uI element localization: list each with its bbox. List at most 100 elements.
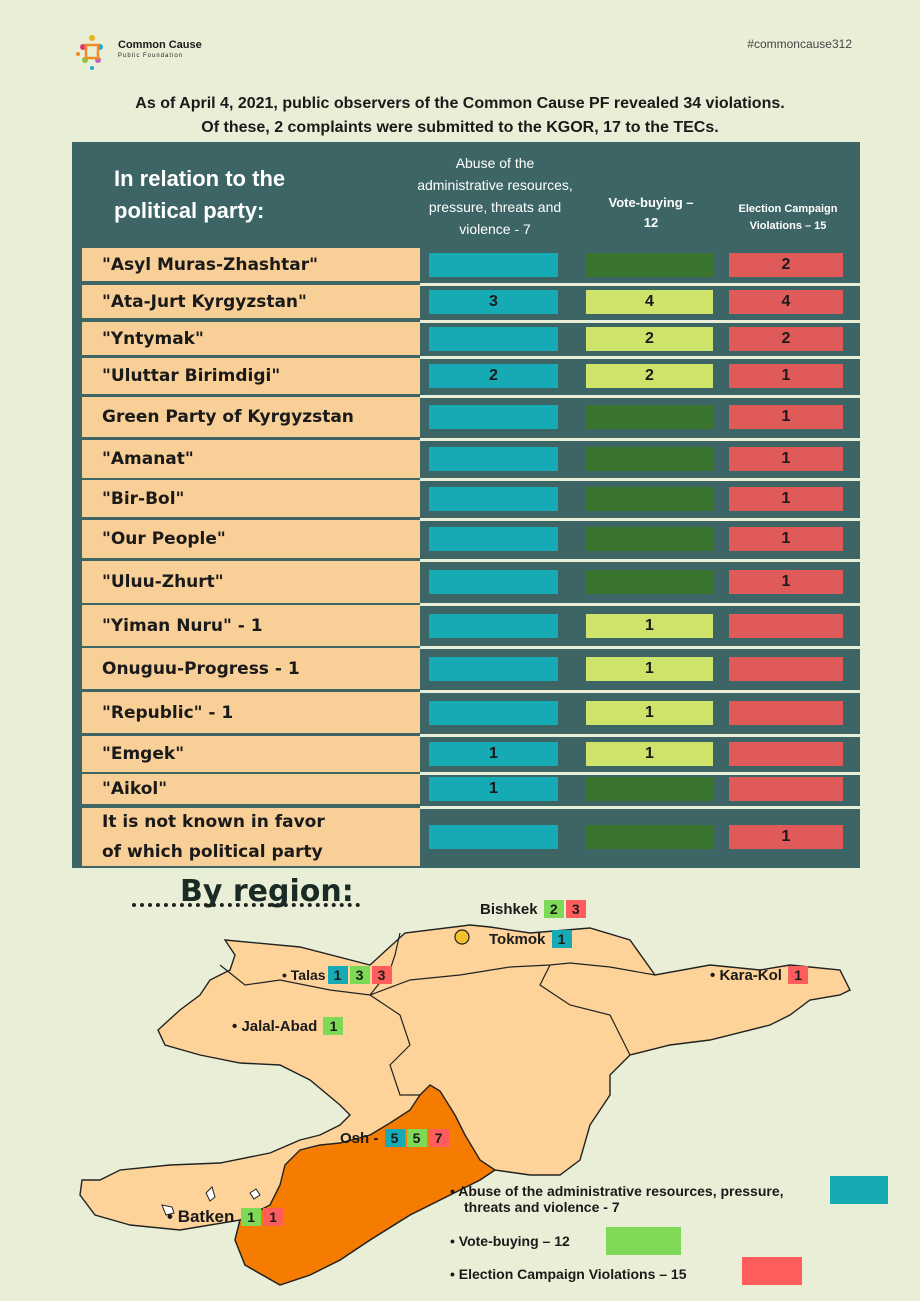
common-cause-logo-icon <box>76 35 103 70</box>
column-header-vote-line: Vote-buying – <box>608 195 694 210</box>
intro-text: As of April 4, 2021, public observers of… <box>60 92 860 140</box>
table-row <box>82 397 420 437</box>
table-row <box>82 774 420 804</box>
column-header-vote-buying: Vote-buying – 12 <box>590 193 712 233</box>
badge-vote: 3 <box>349 966 370 984</box>
cell-vote-buying: 1 <box>586 613 713 638</box>
cell-abuse <box>429 326 558 351</box>
cell-vote-buying <box>586 825 713 849</box>
region-border <box>219 962 656 996</box>
cell-abuse <box>429 527 558 551</box>
cell-vote-buying <box>586 570 713 594</box>
cell-abuse: 3 <box>429 289 558 314</box>
row-edge <box>72 322 82 355</box>
legend-vote-swatch <box>606 1227 681 1255</box>
column-header-abuse-line: pressure, threats and <box>428 199 562 215</box>
party-name: "Republic" - 1 <box>102 702 234 723</box>
cell-vote-buying: 1 <box>586 700 713 725</box>
row-edge <box>72 248 82 281</box>
party-name: "Bir-Bol" <box>102 488 185 509</box>
intro-line-1: As of April 4, 2021, public observers of… <box>135 95 785 112</box>
cell-vote-buying: 4 <box>586 289 713 314</box>
cell-abuse <box>429 825 558 849</box>
bullet: • <box>710 967 716 984</box>
row-edge <box>72 605 82 646</box>
party-name-line: of which political party <box>102 842 323 862</box>
row-edge <box>72 648 82 689</box>
row-edge <box>72 736 82 772</box>
party-name: "Amanat" <box>102 449 194 469</box>
badge-vote: 1 <box>241 1208 262 1226</box>
table-row <box>82 440 420 478</box>
cell-campaign: 2 <box>729 326 843 351</box>
city-name: Osh - <box>340 1130 379 1147</box>
row-separator <box>420 320 860 323</box>
region-border <box>539 964 631 1056</box>
dotted-divider <box>132 903 360 907</box>
badge-campaign: 1 <box>263 1208 284 1226</box>
row-separator <box>420 646 860 649</box>
cell-vote-buying <box>586 777 713 801</box>
issyk-kul-lake-icon <box>454 929 470 945</box>
column-header-campaign-line: Violations – 15 <box>749 220 827 232</box>
region-border <box>369 994 420 1096</box>
row-edge <box>72 808 82 866</box>
cell-vote-buying: 2 <box>586 326 713 351</box>
party-name: Green Party of Kyrgyzstan <box>102 407 354 427</box>
row-edge <box>72 397 82 437</box>
row-separator <box>420 283 860 286</box>
row-edge <box>72 520 82 558</box>
cell-campaign <box>729 656 843 681</box>
bullet: • <box>232 1018 238 1035</box>
row-edge <box>72 692 82 733</box>
cell-campaign: 2 <box>729 252 843 277</box>
city-name: Jalal-Abad <box>241 1018 318 1035</box>
row-edge <box>72 480 82 517</box>
cell-campaign: 1 <box>729 447 843 471</box>
legend-abuse: • Abuse of the administrative resources,… <box>450 1183 830 1215</box>
row-separator <box>420 734 860 737</box>
table-row <box>82 605 420 646</box>
row-edge <box>72 440 82 478</box>
legend-abuse-text: Abuse of the administrative resources, p… <box>458 1183 784 1199</box>
cell-campaign: 1 <box>729 486 843 511</box>
cell-campaign: 1 <box>729 825 843 849</box>
brand-subtitle: Public Foundation <box>118 53 184 59</box>
cell-campaign: 1 <box>729 527 843 551</box>
intro-line-2: Of these, 2 complaints were submitted to… <box>201 119 719 136</box>
table-row <box>82 692 420 733</box>
row-edge <box>72 561 82 603</box>
table-row <box>82 736 420 772</box>
cell-campaign: 1 <box>729 405 843 429</box>
row-separator <box>420 395 860 398</box>
cell-vote-buying: 1 <box>586 742 713 766</box>
badge-campaign: 3 <box>565 900 586 918</box>
column-header-campaign-line: Election Campaign <box>738 203 838 215</box>
table-row <box>82 248 420 281</box>
row-separator <box>420 806 860 809</box>
column-header-abuse-line: Abuse of the <box>455 155 535 171</box>
table-title-line-1: In relation to the <box>114 166 286 191</box>
badge-abuse: 1 <box>551 930 572 948</box>
badge-campaign: 7 <box>428 1129 449 1147</box>
column-header-abuse-line: administrative resources, <box>417 177 573 193</box>
column-header-campaign: Election Campaign Violations – 15 <box>718 201 858 235</box>
cell-vote-buying: 1 <box>586 656 713 681</box>
badge-campaign: 3 <box>371 966 392 984</box>
table-row <box>82 808 420 866</box>
party-name: "Uluttar Birimdigi" <box>102 366 281 386</box>
bullet: • <box>167 1207 173 1226</box>
legend-vote: • Vote-buying – 12 <box>450 1233 570 1249</box>
city-name: Kara-Kol <box>719 967 782 984</box>
city-name: Bishkek <box>480 901 538 918</box>
row-separator <box>420 478 860 481</box>
party-name: "Yiman Nuru" - 1 <box>102 615 263 636</box>
cell-campaign: 4 <box>729 289 843 314</box>
cell-campaign <box>729 777 843 801</box>
cell-vote-buying <box>586 527 713 551</box>
city-name: Tokmok <box>489 931 546 948</box>
row-edge <box>72 358 82 394</box>
row-edge <box>72 774 82 804</box>
